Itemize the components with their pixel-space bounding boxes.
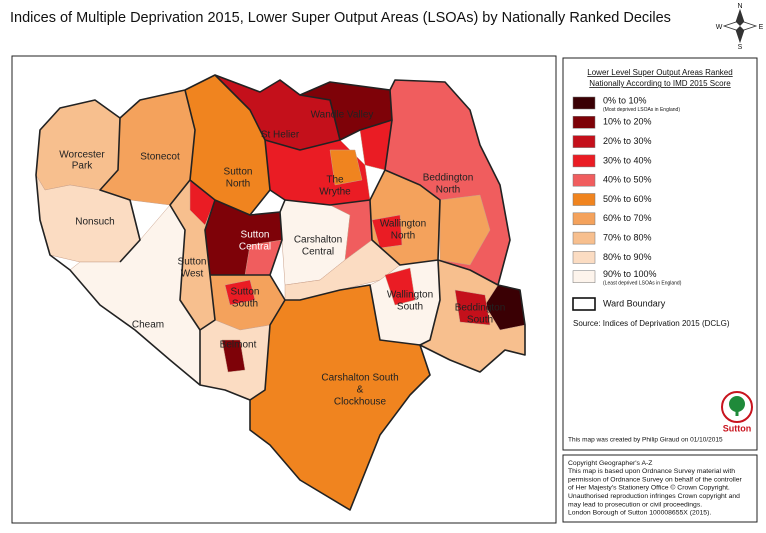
legend-note: (Least deprived LSOAs in England)	[603, 281, 682, 287]
legend-swatch	[572, 193, 596, 206]
legend-label: 50% to 60%	[603, 194, 652, 204]
legend-swatch	[572, 173, 596, 187]
ward-labels: Worcester Park Stonecot Nonsuch Sutton N…	[59, 110, 505, 408]
legend-label: 90% to 100%	[603, 269, 657, 279]
compass-s: S	[738, 44, 743, 51]
ward-label: Sutton	[224, 167, 253, 178]
ward-label: North	[436, 185, 460, 196]
legend-label: 70% to 80%	[603, 232, 652, 242]
ward-label: Beddington	[423, 173, 474, 184]
ward-label: Belmont	[220, 340, 257, 351]
legend-swatch	[572, 270, 596, 283]
legend-swatch	[572, 135, 596, 148]
compass-e: E	[759, 24, 764, 31]
lsoa-area	[454, 289, 491, 326]
copyright-line: of Her Majesty's Stationery Office © Cro…	[568, 484, 730, 492]
legend-label: 10% to 20%	[603, 117, 652, 127]
legend-swatch	[572, 212, 596, 226]
ward-label: South	[467, 315, 493, 326]
ward-label: Wrythe	[319, 187, 351, 198]
lsoa-area	[224, 279, 256, 306]
ward-label: Park	[72, 161, 94, 172]
lsoa-area	[371, 214, 403, 249]
legend-swatch	[572, 154, 596, 168]
ward-label: West	[181, 269, 204, 280]
ward-label: Central	[239, 242, 271, 253]
legend-swatch	[572, 116, 596, 129]
legend-items: 0% to 10% (Most deprived LSOAs in England…	[572, 95, 682, 287]
lsoa-area	[221, 339, 246, 373]
legend-swatch	[572, 96, 596, 110]
compass: N E S W	[716, 3, 764, 51]
ward-label: South	[397, 302, 423, 313]
ward-label: Sutton	[231, 287, 260, 298]
copyright-line: London Borough of Sutton 100008655X (201…	[568, 510, 711, 517]
source-note: Source: Indices of Deprivation 2015 (DCL…	[573, 319, 730, 328]
logo-text: Sutton	[723, 423, 752, 433]
ward-label: Central	[302, 247, 334, 258]
map-areas	[35, 74, 526, 511]
credit-note: This map was created by Philip Giraud on…	[568, 437, 723, 444]
ward-label: Cheam	[132, 320, 164, 331]
legend-label: 0% to 10%	[603, 95, 647, 105]
ward-label: Wallington	[380, 219, 426, 230]
copyright-line: Unauthorised reproduction infringes Crow…	[568, 493, 740, 500]
ward-label: Clockhouse	[334, 397, 387, 408]
ward-label: Carshalton South	[321, 373, 398, 384]
legend-label: 20% to 30%	[603, 136, 652, 146]
legend-swatch	[572, 297, 596, 311]
legend-swatch	[572, 251, 596, 264]
ward-label: Stonecot	[140, 152, 180, 163]
compass-w: W	[716, 24, 723, 31]
ward-label: North	[391, 231, 415, 242]
ward-label: Beddington	[455, 303, 506, 314]
legend-label: 60% to 70%	[603, 213, 652, 223]
legend-swatch	[572, 231, 596, 245]
ward-label: Carshalton	[294, 235, 342, 246]
copyright-line: This map is based upon Ordnance Survey m…	[568, 468, 735, 475]
lsoa-area	[329, 149, 363, 186]
ward-label: Wandle Valley	[311, 110, 374, 121]
ward-label: South	[232, 299, 258, 310]
copyright-panel	[562, 454, 758, 523]
legend-label: Ward Boundary	[603, 298, 666, 308]
ward-label: Nonsuch	[75, 217, 114, 228]
ward-label: Worcester	[59, 150, 105, 161]
ward-label: Sutton	[241, 230, 270, 241]
legend-title: Nationally According to IMD 2015 Score	[589, 79, 731, 88]
ward-label: Sutton	[178, 257, 207, 268]
ward-label: &	[357, 385, 364, 396]
legend-panel	[562, 57, 758, 451]
compass-n: N	[737, 3, 742, 10]
lsoa-area	[384, 267, 416, 306]
map-title: Indices of Multiple Deprivation 2015, Lo…	[10, 10, 671, 26]
sutton-logo: Sutton	[721, 391, 753, 433]
ward-label: Wallington	[387, 290, 433, 301]
legend-note: (Most deprived LSOAs in England)	[603, 107, 680, 113]
copyright-line: may lead to prosecution or civil proceed…	[568, 501, 702, 508]
copyright-line: Copyright Geographer's A-Z	[568, 460, 652, 467]
ward-label: St Helier	[261, 130, 300, 141]
lsoa-area	[439, 194, 491, 266]
legend-label: 40% to 50%	[603, 175, 652, 185]
ward-label: The	[326, 175, 344, 186]
copyright-line: permission of Ordnance Survey on behalf …	[568, 476, 743, 483]
legend-label: 30% to 40%	[603, 155, 652, 165]
legend-label: 80% to 90%	[603, 252, 652, 262]
ward-label: North	[226, 179, 250, 190]
legend-title: Lower Level Super Output Areas Ranked	[587, 68, 732, 77]
ward-boundaries	[35, 74, 526, 511]
